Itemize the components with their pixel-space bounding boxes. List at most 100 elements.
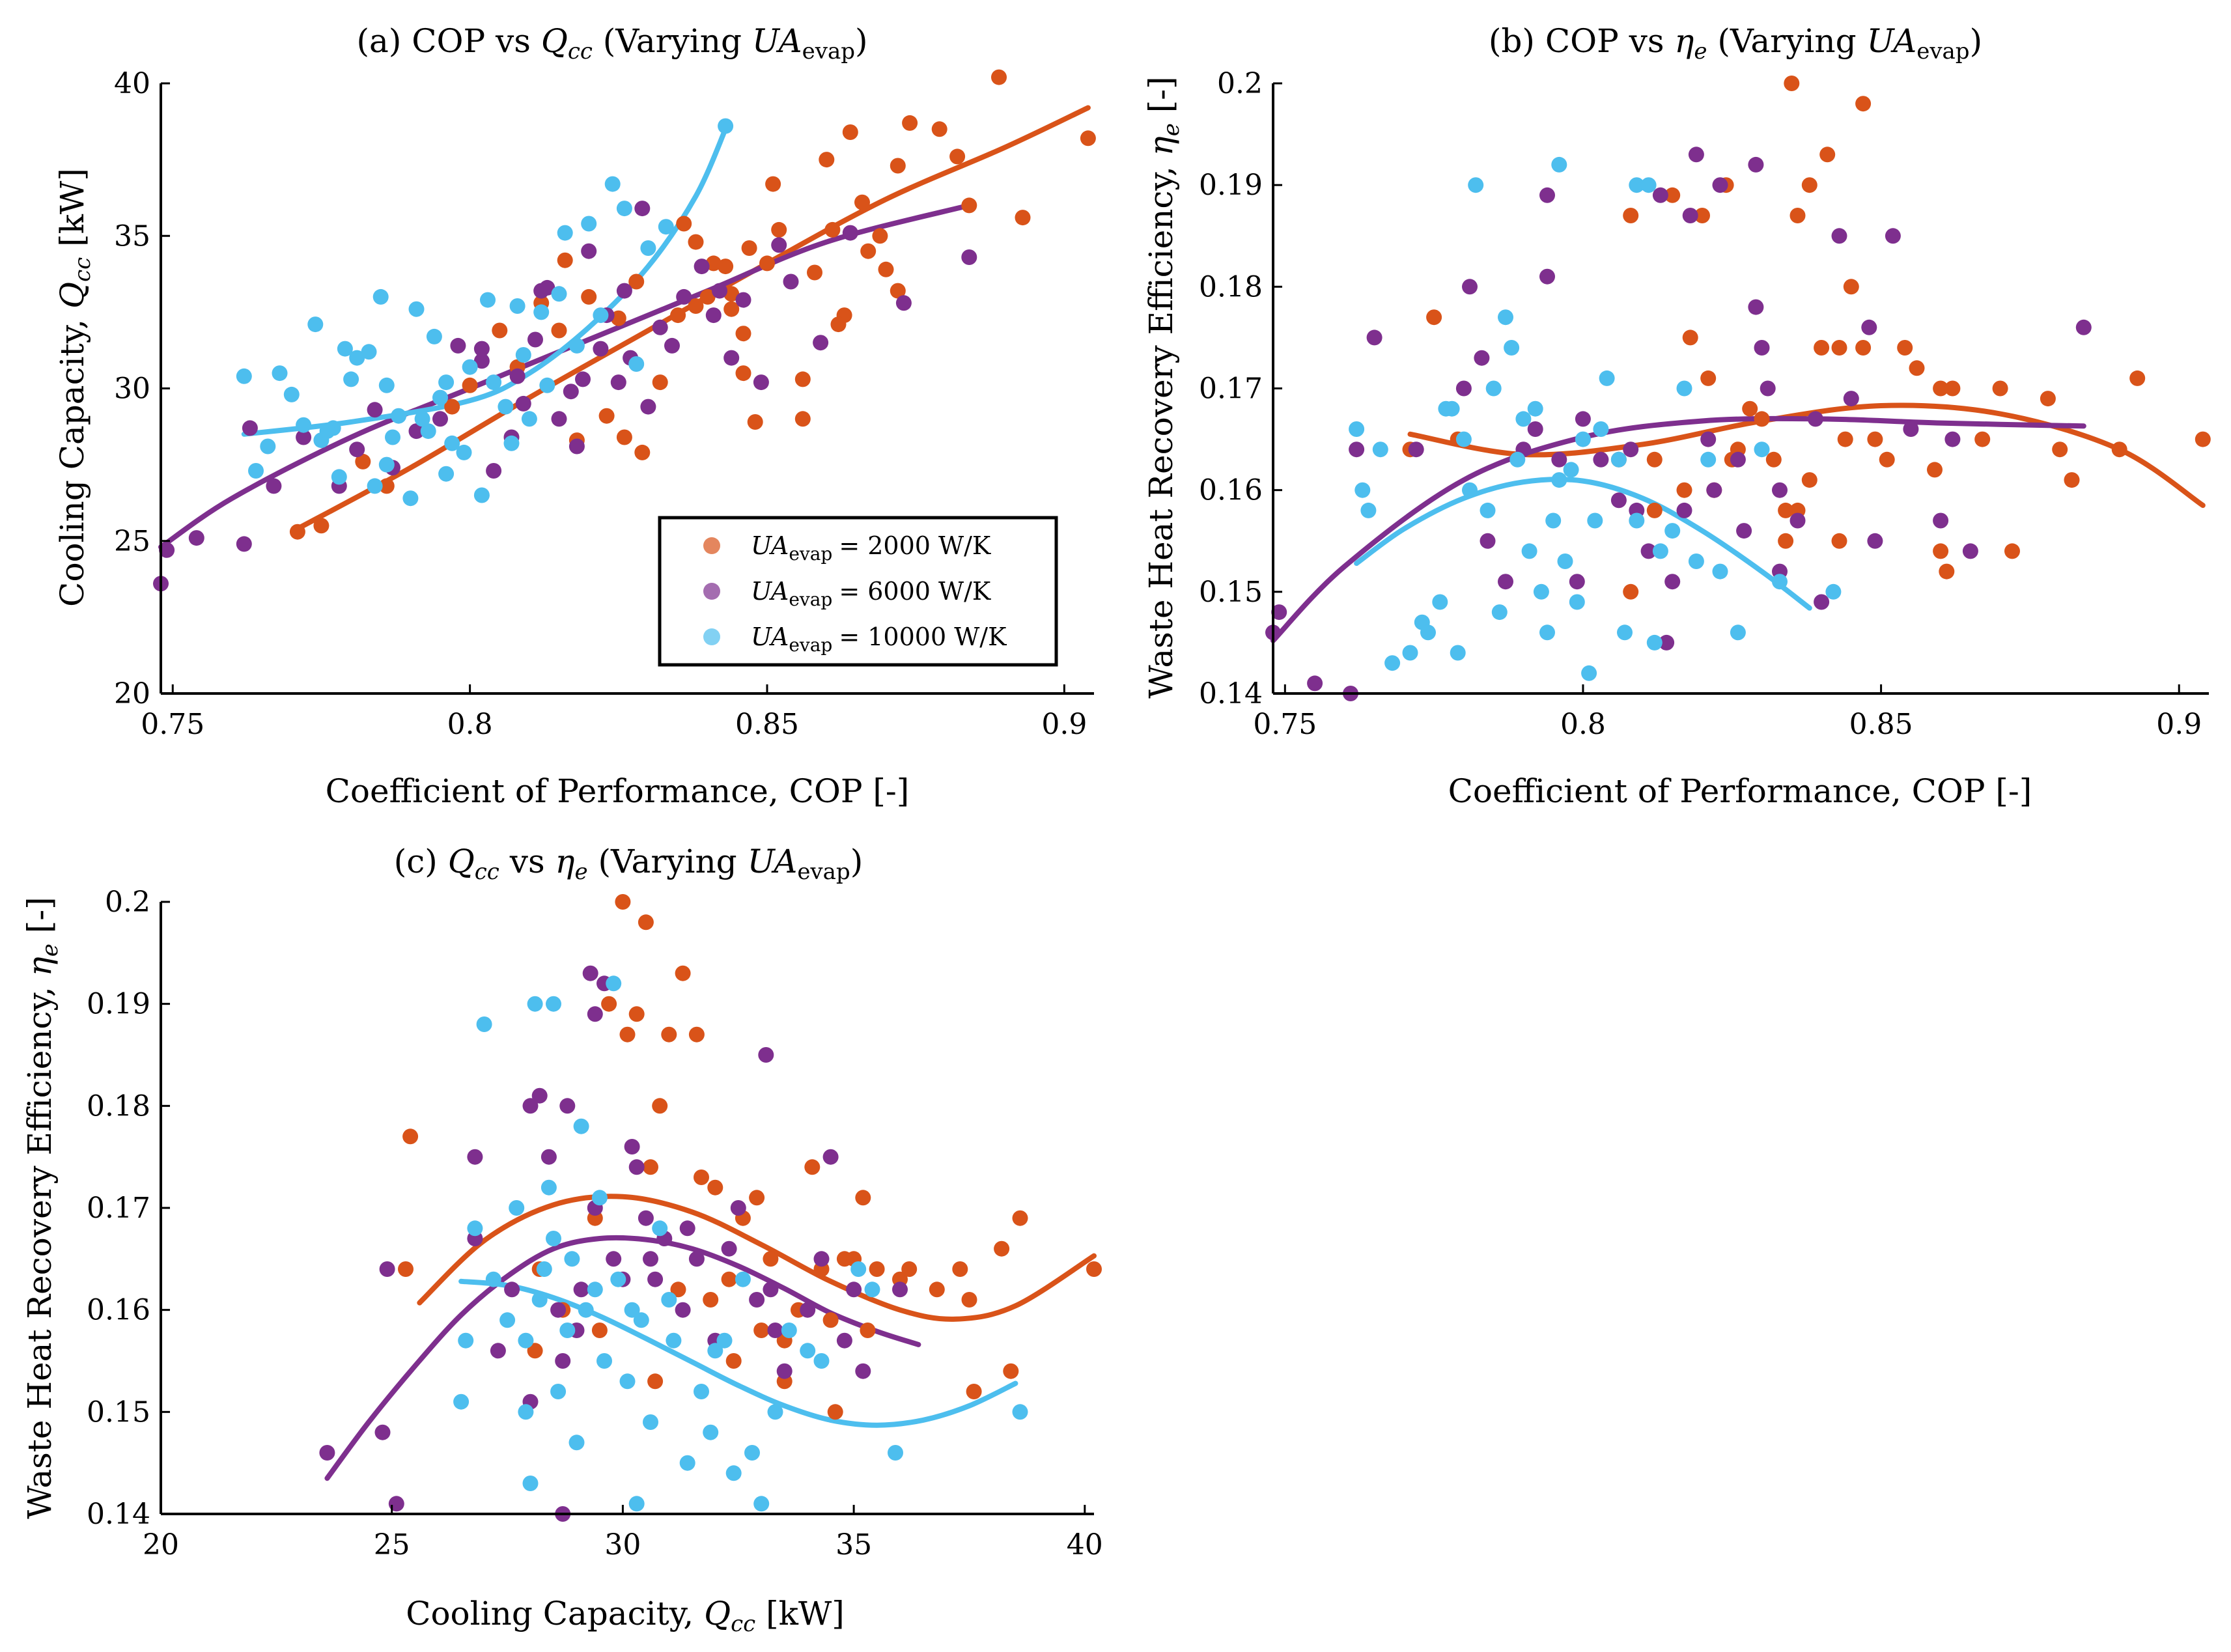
data-point-10000 <box>1462 482 1478 498</box>
panel-a-axes: 0.75 0.8 0.85 0.9 20 25 30 35 40 <box>114 67 1094 741</box>
data-point-10000 <box>679 1455 695 1471</box>
data-point-2000 <box>860 243 877 259</box>
data-point-6000 <box>721 1240 737 1257</box>
data-point-10000 <box>767 1404 783 1420</box>
data-point-6000 <box>490 1343 506 1359</box>
data-point-6000 <box>813 1251 830 1267</box>
data-point-10000 <box>385 429 400 445</box>
data-point-2000 <box>1694 208 1710 223</box>
fit-curve-6000 <box>158 203 972 550</box>
data-point-6000 <box>515 395 531 412</box>
data-point-6000 <box>1861 319 1877 335</box>
data-point-10000 <box>591 1190 608 1206</box>
data-point-10000 <box>456 444 472 460</box>
data-point-6000 <box>1652 187 1668 203</box>
data-point-10000 <box>458 1332 474 1349</box>
data-point-2000 <box>1867 431 1883 447</box>
data-point-10000 <box>391 408 407 424</box>
data-point-10000 <box>1640 177 1657 193</box>
x-tick-label: 35 <box>835 1528 872 1561</box>
legend-label-6000: UAevap = 6000 W/K <box>751 577 991 610</box>
data-point-6000 <box>624 1139 640 1155</box>
data-point-2000 <box>1933 543 1949 559</box>
data-point-10000 <box>1498 309 1513 326</box>
data-point-2000 <box>527 1343 543 1359</box>
data-point-2000 <box>1646 451 1663 468</box>
x-tick-label: 0.85 <box>1849 708 1913 741</box>
data-point-10000 <box>1629 512 1645 529</box>
data-point-2000 <box>860 1323 876 1338</box>
data-point-10000 <box>652 1220 668 1237</box>
fit-curve-10000 <box>241 126 729 437</box>
data-point-10000 <box>718 118 734 134</box>
y-tick-label: 0.15 <box>1199 576 1263 609</box>
data-point-2000 <box>675 965 691 981</box>
data-point-10000 <box>1599 370 1615 386</box>
data-point-6000 <box>1610 492 1627 509</box>
data-point-10000 <box>1664 523 1681 539</box>
data-point-2000 <box>643 1159 658 1175</box>
data-point-10000 <box>432 389 448 406</box>
panel-c-title: (c) Qcc vs ηe (Varying UAevap) <box>394 843 863 885</box>
data-point-10000 <box>1455 431 1472 447</box>
data-point-10000 <box>624 1302 640 1318</box>
data-point-6000 <box>1539 268 1555 285</box>
panel-b-points <box>1265 76 2211 701</box>
data-point-10000 <box>536 1261 552 1277</box>
x-tick-label: 0.8 <box>1560 708 1606 741</box>
data-point-10000 <box>378 377 395 393</box>
data-point-10000 <box>628 356 645 372</box>
data-point-2000 <box>705 255 722 272</box>
data-point-2000 <box>647 1373 664 1390</box>
x-tick-label: 25 <box>374 1528 410 1561</box>
data-point-6000 <box>813 335 829 351</box>
panel-b-fits <box>1270 402 2206 643</box>
legend-marker-6000 <box>703 583 720 600</box>
x-tick-label: 30 <box>604 1528 641 1561</box>
y-tick-label: 35 <box>114 219 150 253</box>
data-point-2000 <box>1789 208 1806 223</box>
data-point-2000 <box>2040 391 2056 407</box>
data-point-6000 <box>616 283 632 299</box>
data-point-2000 <box>1012 1210 1028 1226</box>
data-point-10000 <box>540 1179 557 1196</box>
data-point-2000 <box>616 429 632 445</box>
data-point-10000 <box>509 1200 525 1216</box>
data-point-10000 <box>453 1393 470 1410</box>
data-point-2000 <box>753 1323 770 1338</box>
data-point-6000 <box>1640 543 1657 559</box>
data-point-10000 <box>1402 645 1418 661</box>
data-point-10000 <box>616 201 632 217</box>
data-point-10000 <box>518 1332 534 1349</box>
data-point-2000 <box>1855 340 1872 356</box>
data-point-2000 <box>1086 1261 1102 1277</box>
data-point-2000 <box>1831 340 1847 356</box>
data-point-2000 <box>551 322 567 339</box>
y-tick-label: 0.16 <box>1199 474 1263 507</box>
data-point-10000 <box>248 463 264 479</box>
fit-curve-2000 <box>294 105 1091 531</box>
data-point-6000 <box>855 1363 871 1379</box>
data-point-10000 <box>864 1281 880 1298</box>
data-point-10000 <box>813 1353 830 1369</box>
legend-marker-2000 <box>703 537 720 554</box>
data-point-10000 <box>283 386 300 402</box>
data-point-2000 <box>1765 451 1782 468</box>
data-point-2000 <box>991 69 1007 85</box>
data-point-2000 <box>1080 130 1096 147</box>
panel-a: (a) COP vs Qcc (Varying UAevap) 0.75 0.8 0… <box>53 22 1096 810</box>
data-point-2000 <box>1676 482 1692 498</box>
data-point-10000 <box>640 240 656 256</box>
data-point-6000 <box>1754 340 1770 356</box>
data-point-2000 <box>961 197 977 214</box>
data-point-2000 <box>688 298 704 314</box>
data-point-6000 <box>735 292 751 308</box>
panel-c-xlabel: Cooling Capacity, Qcc [kW] <box>406 1595 845 1637</box>
data-point-10000 <box>1629 177 1645 193</box>
data-point-10000 <box>444 435 460 451</box>
data-point-10000 <box>319 423 335 440</box>
data-point-6000 <box>575 371 591 387</box>
data-point-10000 <box>888 1445 903 1461</box>
data-point-2000 <box>1927 462 1943 478</box>
data-point-10000 <box>499 1312 516 1328</box>
